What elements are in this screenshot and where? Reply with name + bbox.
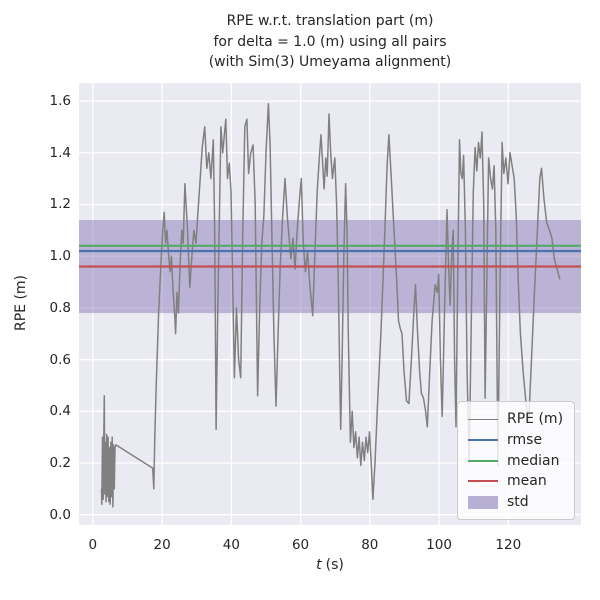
y-tick-label: 1.0 xyxy=(49,248,71,265)
y-tick-label: 0.4 xyxy=(49,403,71,420)
y-axis-ticks: 0.0 0.2 0.4 0.6 0.8 1.0 1.2 1.4 1.6 xyxy=(0,83,71,525)
legend-item-rpe: RPE (m) xyxy=(468,410,566,428)
rmse-swatch xyxy=(468,438,498,441)
chart-title-line-3: (with Sim(3) Umeyama alignment) xyxy=(208,54,452,70)
y-tick-label: 0.8 xyxy=(49,299,71,316)
legend-item-median: median xyxy=(468,452,566,470)
std-swatch xyxy=(468,495,498,509)
legend-label: median xyxy=(507,452,560,469)
x-tick-label: 0 xyxy=(88,537,98,553)
x-tick-label: 100 xyxy=(426,537,452,553)
chart-title-line-2: for delta = 1.0 (m) using all pairs xyxy=(213,33,447,50)
rpe-swatch xyxy=(468,418,498,420)
legend-label: mean xyxy=(507,473,547,490)
x-tick-label: 120 xyxy=(495,537,522,553)
y-tick-label: 0.2 xyxy=(49,454,71,471)
plot-area xyxy=(79,83,581,525)
x-tick-label: 20 xyxy=(153,537,171,553)
y-tick-label: 1.6 xyxy=(49,93,71,110)
x-tick-label: 60 xyxy=(291,537,310,553)
legend: RPE (m) rmse median mean std xyxy=(457,401,575,520)
y-tick-label: 1.4 xyxy=(49,144,71,161)
x-axis-ticks: 0 20 40 60 80 100 120 xyxy=(79,537,581,557)
mean-swatch xyxy=(468,480,498,483)
y-tick-label: 1.2 xyxy=(49,196,71,213)
x-axis-label: t (s) xyxy=(79,557,581,573)
legend-item-rmse: rmse xyxy=(468,431,566,449)
y-tick-label: 0.6 xyxy=(49,351,71,368)
x-axis-label-unit: (s) xyxy=(325,557,344,573)
x-tick-label: 80 xyxy=(361,537,379,553)
plot-svg xyxy=(79,83,581,525)
x-axis-label-variable: t xyxy=(316,557,322,573)
legend-item-mean: mean xyxy=(468,472,566,490)
legend-label: rmse xyxy=(507,431,543,448)
legend-item-std: std xyxy=(468,493,566,511)
x-tick-label: 40 xyxy=(222,537,240,553)
legend-label: std xyxy=(507,494,529,510)
chart-title: RPE w.r.t. translation part (m) for delt… xyxy=(79,11,581,73)
median-swatch xyxy=(468,459,498,462)
y-tick-label: 0.0 xyxy=(49,506,71,523)
rpe-series-line xyxy=(100,102,561,508)
chart-title-line-1: RPE w.r.t. translation part (m) xyxy=(226,13,434,29)
legend-label: RPE (m) xyxy=(507,411,564,427)
